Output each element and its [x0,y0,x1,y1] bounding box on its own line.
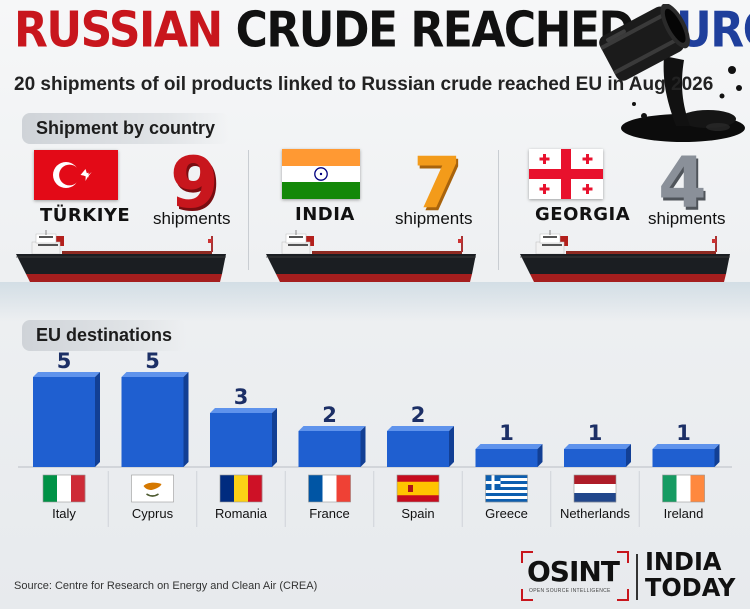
bar-front-spain [387,431,449,467]
bar-side-greece [537,444,543,467]
flag-turkiye [34,150,118,200]
flag-romania-icon [219,474,263,503]
osint-tagline: OPEN SOURCE INTELLIGENCE [529,588,611,594]
origin-count-turkiye: 9 [170,142,219,224]
category-label-romania: Romania [215,506,268,521]
bar-spain [387,426,454,467]
bar-value-france: 2 [322,403,337,427]
bar-top-netherlands [564,444,631,449]
bar-value-spain: 2 [411,403,426,427]
bar-front-greece [475,449,538,467]
bar-netherlands [564,444,631,467]
category-label-netherlands: Netherlands [560,506,631,521]
category-label-spain: Spain [401,506,434,521]
brand-logo: INDIA TODAY [645,546,736,603]
bar-front-netherlands [564,449,626,467]
flag-georgia [529,149,603,199]
bar-top-cyprus [121,372,189,377]
tanker-turkiye-icon [15,230,227,283]
brand-logo-word: TODAY [645,572,736,603]
title-crude-reached: CRUDE REACHED [235,1,635,59]
category-label-france: France [309,506,349,521]
flag-spain-icon [396,474,440,503]
bar-front-cyprus [121,377,184,467]
bar-side-romania [272,408,277,467]
bar-italy [33,372,100,467]
section-eu-destinations: EU destinations [22,320,187,351]
title-russian: RUSSIAN [14,1,223,59]
flag-italy-icon [42,474,86,503]
bar-value-cyprus: 5 [145,349,160,373]
tanker-georgia-icon [519,230,731,283]
bar-front-ireland [652,449,715,467]
bar-side-france [360,426,366,467]
origin-unit-georgia: shipments [648,209,726,228]
origin-name-india: INDIA [295,204,355,225]
osint-logo-text: OSINT [527,555,620,588]
subtitle: 20 shipments of oil products linked to R… [14,74,714,95]
bar-front-italy [33,377,95,467]
bar-top-spain [387,426,454,431]
category-label-greece: Greece [485,506,528,521]
bar-ireland [652,444,720,467]
bar-top-ireland [652,444,720,449]
bar-front-romania [210,413,272,467]
bar-side-spain [449,426,454,467]
osint-logo: OSINT OPEN SOURCE INTELLIGENCE [521,551,629,601]
eu-destinations-bar-chart: 5 5 3 2 2 1 1 1 Italy Cyprus Romania France Spain Gr… [18,349,732,527]
section-shipment-by-country: Shipment by country [22,113,230,144]
bar-value-romania: 3 [234,385,249,409]
origin-unit-turkiye: shipments [153,209,231,228]
flag-greece-icon [485,474,528,503]
oil-barrel-icon [599,4,745,142]
bar-top-greece [475,444,543,449]
bar-side-netherlands [626,444,631,467]
flag-netherlands-icon [573,474,617,503]
bar-value-netherlands: 1 [588,421,603,445]
bar-greece [475,444,543,467]
category-label-italy: Italy [52,506,76,521]
flag-cyprus-icon [131,474,174,503]
divider [248,150,249,270]
flag-france-icon [308,474,351,503]
bar-value-greece: 1 [499,421,514,445]
bar-top-italy [33,372,100,377]
brand-logo-word: INDIA [645,546,722,577]
origin-count-india: 7 [413,142,462,224]
flag-india [282,149,360,199]
bar-value-ireland: 1 [676,421,691,445]
bar-romania [210,408,277,467]
bar-side-ireland [714,444,720,467]
bar-side-italy [95,372,100,467]
bar-front-france [298,431,361,467]
page-title: RUSSIAN CRUDE REACHED EUROPE [14,5,750,55]
bar-top-romania [210,408,277,413]
bar-side-cyprus [183,372,189,467]
origin-count-georgia: 4 [658,142,707,224]
logo-divider [636,554,638,600]
flag-ireland-icon [662,474,705,503]
bar-france [298,426,366,467]
bar-top-france [298,426,366,431]
bar-value-italy: 5 [57,349,72,373]
divider [498,150,499,270]
source-note: Source: Centre for Research on Energy an… [14,580,318,592]
category-label-cyprus: Cyprus [132,506,174,521]
origin-unit-india: shipments [395,209,473,228]
bar-cyprus [121,372,189,467]
tanker-india-icon [265,230,477,283]
category-label-ireland: Ireland [664,506,704,521]
origin-name-georgia: GEORGIA [535,204,631,225]
sea-background [0,282,750,322]
origin-name-turkiye: TÜRKIYE [40,205,131,226]
